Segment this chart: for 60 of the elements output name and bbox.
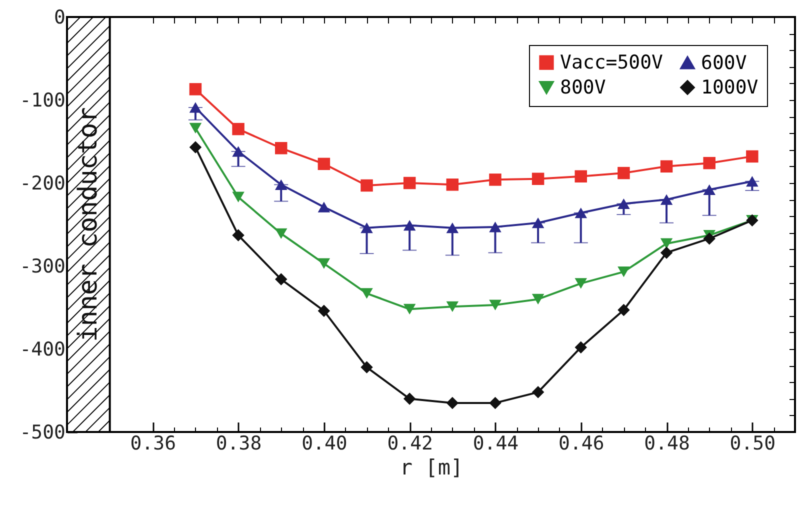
y-tick-label: 0 [54,6,66,28]
point [318,304,330,317]
x-tick-label: 0.42 [387,432,433,454]
point [574,341,588,354]
point [189,83,202,96]
point [660,238,673,249]
point [532,172,544,185]
y-tick-label: -300 [20,256,66,278]
x-tick-label: 0.50 [730,432,776,454]
point [274,273,288,286]
band-label: inner conductor [73,107,104,342]
point [318,202,330,212]
point [403,176,416,190]
x-tick-label: 0.46 [558,432,604,454]
point [318,158,330,170]
point [618,266,630,278]
point [703,156,716,170]
y-tick-label: -200 [20,172,66,194]
point [274,142,288,154]
x-tick-label: 0.38 [216,432,262,454]
point [189,141,202,154]
point [746,150,758,163]
point [618,166,630,180]
point [360,288,373,299]
point [489,396,502,410]
point [318,258,330,269]
point [274,228,288,239]
point [360,179,373,192]
point [532,294,544,305]
y-tick-label: -500 [20,422,66,444]
point [360,361,373,374]
point [232,122,244,136]
point [660,246,673,259]
point [618,304,630,316]
legend-label: 1000V [701,76,758,98]
point [574,278,588,289]
point [660,160,673,173]
legend-label: Vacc=500V [560,52,663,74]
point [489,300,502,310]
y-tick-label: -400 [20,338,66,360]
point [446,301,459,312]
legend-label: 800V [560,76,606,98]
point [403,392,416,405]
x-axis-title: r [m] [400,456,464,480]
point [232,229,244,242]
point [446,396,459,410]
legend-label: 600V [701,52,747,74]
point [489,174,502,186]
x-tick-label: 0.36 [130,432,176,454]
point [189,122,202,134]
x-tick-label: 0.44 [472,432,519,454]
x-tick-label: 0.40 [302,432,348,454]
point [703,232,716,245]
x-tick-label: 0.48 [644,432,690,454]
point [574,170,588,182]
point [532,386,544,398]
y-tick-label: -100 [20,90,66,112]
point [232,192,244,202]
point [446,178,459,191]
point [403,304,416,314]
